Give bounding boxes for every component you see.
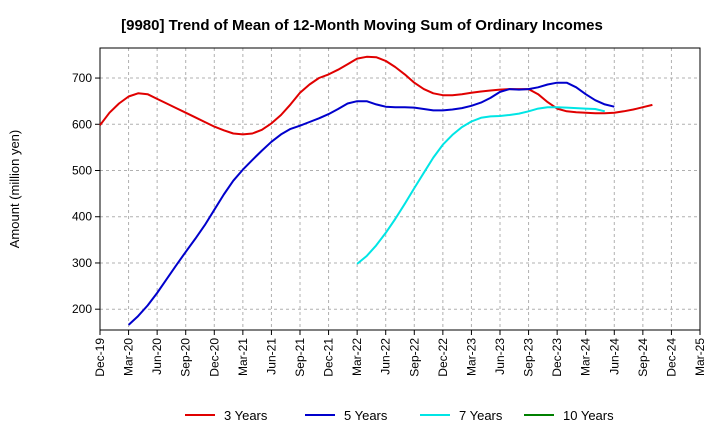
x-tick-label: Jun-21 — [264, 338, 278, 375]
x-tick-label: Jun-22 — [379, 338, 393, 375]
x-tick-label: Mar-23 — [464, 338, 478, 376]
x-tick-label: Sep-24 — [636, 338, 650, 377]
plot-area — [99, 47, 701, 331]
x-tick-label: Sep-21 — [293, 338, 307, 377]
x-tick-label: Jun-20 — [150, 338, 164, 375]
x-tick-label: Sep-20 — [179, 338, 193, 377]
series-line-7-years — [356, 106, 606, 265]
x-tick-label: Jun-23 — [493, 338, 507, 375]
x-tick-label: Dec-23 — [550, 338, 564, 377]
legend-label: 5 Years — [344, 408, 388, 423]
series-line-5-years — [127, 81, 615, 326]
y-tick-label: 400 — [72, 210, 92, 224]
x-tick-label: Mar-21 — [236, 338, 250, 376]
y-tick-label: 700 — [72, 71, 92, 85]
chart-title: [9980] Trend of Mean of 12-Month Moving … — [121, 17, 603, 34]
series-lines — [99, 55, 653, 326]
y-tick-label: 600 — [72, 117, 92, 131]
legend-label: 7 Years — [459, 408, 503, 423]
x-tick-label: Jun-24 — [607, 338, 621, 375]
y-axis-label: Amount (million yen) — [7, 130, 22, 249]
x-tick-label: Sep-22 — [407, 338, 421, 377]
legend: 3 Years 5 Years 7 Years 10 Years — [185, 408, 614, 423]
gridlines — [99, 48, 701, 330]
x-tick-label: Dec-24 — [664, 338, 678, 377]
x-axis: Dec-19 Mar-20 Jun-20 Sep-20 Dec-20 Mar-21 Jun-… — [93, 330, 707, 377]
x-tick-label: Mar-24 — [579, 338, 593, 376]
y-axis: 200 300 400 500 600 700 — [72, 71, 100, 316]
y-tick-label: 300 — [72, 256, 92, 270]
x-tick-label: Sep-23 — [522, 338, 536, 377]
x-tick-label: Dec-21 — [322, 338, 336, 377]
x-tick-label: Dec-20 — [207, 338, 221, 377]
x-tick-label: Dec-22 — [436, 338, 450, 377]
series-line-3-years — [99, 55, 653, 136]
x-tick-label: Mar-25 — [693, 338, 707, 376]
x-tick-label: Dec-19 — [93, 338, 107, 377]
legend-label: 3 Years — [224, 408, 268, 423]
x-tick-label: Mar-20 — [122, 338, 136, 376]
legend-label: 10 Years — [563, 408, 614, 423]
y-tick-label: 200 — [72, 302, 92, 316]
x-tick-label: Mar-22 — [350, 338, 364, 376]
y-tick-label: 500 — [72, 164, 92, 178]
